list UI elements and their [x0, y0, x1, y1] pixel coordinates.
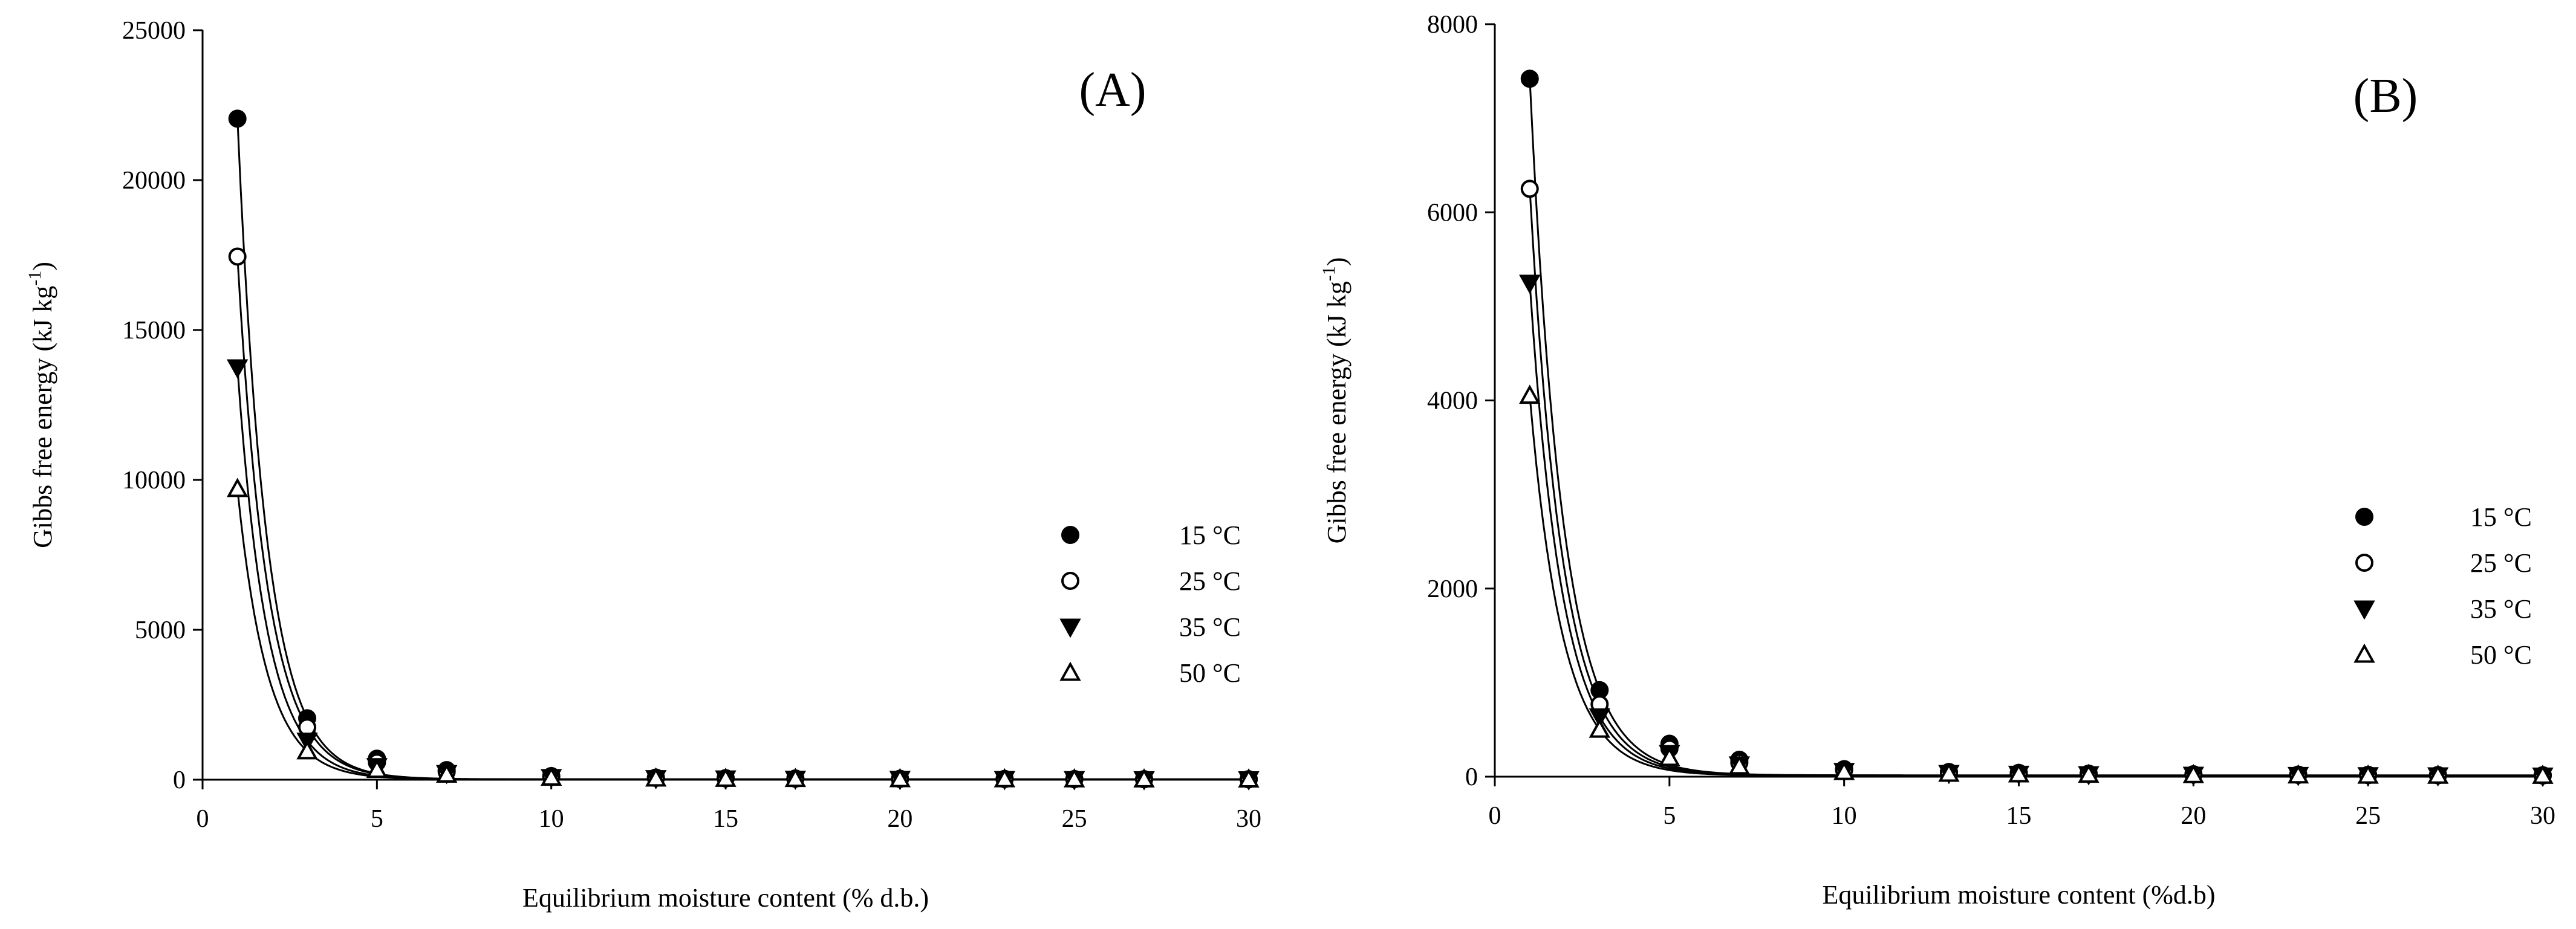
y-tick-label: 0: [1465, 763, 1478, 791]
fit-curve-series-1: [1529, 189, 2543, 777]
legend-label: 50 °C: [2470, 640, 2532, 670]
data-point-series-1: [228, 247, 247, 266]
data-point-series-3: [2287, 764, 2309, 784]
y-tick-label: 0: [173, 766, 186, 794]
data-point-series-3: [1728, 755, 1751, 775]
y-tick-label: 4000: [1427, 387, 1478, 415]
data-point-series-3: [2008, 763, 2030, 783]
data-point-series-3: [2532, 765, 2554, 784]
y-tick-label: 8000: [1427, 11, 1478, 39]
y-tick-label: 15000: [122, 317, 186, 345]
legend-label: 50 °C: [1179, 658, 1241, 688]
legend-marker: [1061, 572, 1079, 590]
legend-label: 25 °C: [2470, 548, 2532, 578]
x-tick-label: 0: [197, 805, 209, 833]
y-axis-title-superscript: -1: [25, 271, 45, 286]
y-tick-label: 5000: [135, 617, 186, 644]
x-tick-label: 15: [713, 805, 738, 833]
x-tick-label: 20: [887, 805, 912, 833]
data-point-series-3: [1589, 718, 1610, 738]
data-point-series-3: [540, 766, 562, 786]
legend-label: 25 °C: [1179, 566, 1241, 596]
y-tick-label: 10000: [122, 467, 186, 494]
data-point-series-3: [2427, 764, 2449, 784]
panel-label: (A): [1079, 63, 1146, 117]
data-point-series-3: [2078, 763, 2100, 783]
y-axis-title-main: Gibbs free energy (kJ kg: [28, 286, 57, 548]
legend-marker: [2355, 554, 2373, 572]
data-point-series-1: [1520, 180, 1539, 198]
x-tick-label: 10: [1832, 802, 1857, 830]
fit-curve-series-2: [236, 367, 1249, 780]
data-point-series-3: [784, 768, 807, 788]
data-point-series-3: [1063, 768, 1085, 788]
panel-a: 0 5000 10000 15000 20000 25000 0 5 10 15 20 25 30 Equ…: [25, 17, 1261, 913]
x-axis-title: Equilibrium moisture content (% d.b.): [522, 883, 929, 913]
data-point-series-3: [2182, 763, 2205, 783]
y-axis-title: Gibbs free energy (kJ kg-1): [25, 262, 57, 548]
fit-curve-series-3: [236, 488, 1249, 780]
data-point-series-3: [366, 759, 388, 778]
data-point-series-3: [1833, 760, 1855, 780]
legend-marker: [2353, 643, 2375, 663]
data-point-series-3: [296, 740, 318, 760]
data-point-series-3: [1519, 384, 1541, 404]
data-point-series-3: [1659, 746, 1680, 766]
data-point-series-2: [1589, 708, 1610, 728]
data-point-series-3: [1938, 762, 1960, 782]
y-tick-label: 25000: [122, 17, 186, 45]
data-point-series-3: [994, 768, 1016, 788]
x-tick-label: 10: [539, 805, 564, 833]
fit-curve-series-0: [236, 118, 1249, 780]
data-point-series-3: [715, 767, 737, 787]
data-point-series-3: [1133, 768, 1155, 788]
x-tick-label: 5: [1663, 802, 1676, 830]
legend-marker: [1059, 618, 1081, 638]
data-point-series-2: [1519, 274, 1541, 294]
fit-curve-series-1: [236, 256, 1249, 780]
legend-label: 35 °C: [2470, 594, 2532, 624]
data-point-series-3: [645, 767, 667, 787]
x-tick-label: 25: [1062, 805, 1087, 833]
panel-label: (B): [2353, 70, 2418, 123]
legend-label: 15 °C: [1179, 520, 1241, 550]
data-point-series-3: [2357, 764, 2379, 784]
legend-label: 35 °C: [1179, 612, 1241, 642]
y-axis-title: Gibbs free energy (kJ kg-1): [1319, 257, 1351, 544]
x-tick-label: 5: [371, 805, 383, 833]
data-point-series-3: [435, 763, 458, 783]
x-tick-label: 25: [2355, 802, 2381, 830]
legend-marker: [2355, 508, 2373, 526]
x-tick-label: 0: [1489, 802, 1501, 830]
x-tick-label: 30: [1236, 805, 1261, 833]
y-axis-title-tail: ): [1322, 257, 1351, 267]
legend-label: 15 °C: [2470, 502, 2532, 532]
y-axis-title-superscript: -1: [1319, 266, 1339, 281]
y-tick-label: 20000: [122, 167, 186, 195]
y-axis-title-tail: ): [28, 262, 57, 271]
x-tick-label: 15: [2006, 802, 2032, 830]
fit-curve-series-0: [1529, 79, 2543, 777]
data-point-series-3: [889, 768, 911, 788]
fit-curve-series-2: [1529, 282, 2543, 777]
fit-curve-series-3: [1529, 395, 2543, 777]
panel-b: 0 2000 4000 6000 8000 0 5 10 15 20 25 30 Equilibrium…: [1319, 11, 2555, 910]
data-point-series-0: [228, 109, 247, 128]
legend-marker: [2353, 600, 2375, 620]
legend-marker: [1059, 661, 1081, 681]
x-tick-label: 30: [2530, 802, 2555, 830]
data-point-series-3: [226, 477, 249, 497]
x-axis-title: Equilibrium moisture content (%d.b): [1822, 880, 2215, 910]
legend-marker: [1061, 526, 1079, 544]
y-tick-label: 6000: [1427, 199, 1478, 227]
data-point-series-3: [1238, 768, 1260, 788]
data-point-series-0: [1520, 70, 1539, 88]
y-tick-label: 2000: [1427, 575, 1478, 603]
data-point-series-2: [226, 359, 249, 379]
y-axis-title-main: Gibbs free energy (kJ kg: [1322, 281, 1351, 543]
x-tick-label: 20: [2181, 802, 2206, 830]
